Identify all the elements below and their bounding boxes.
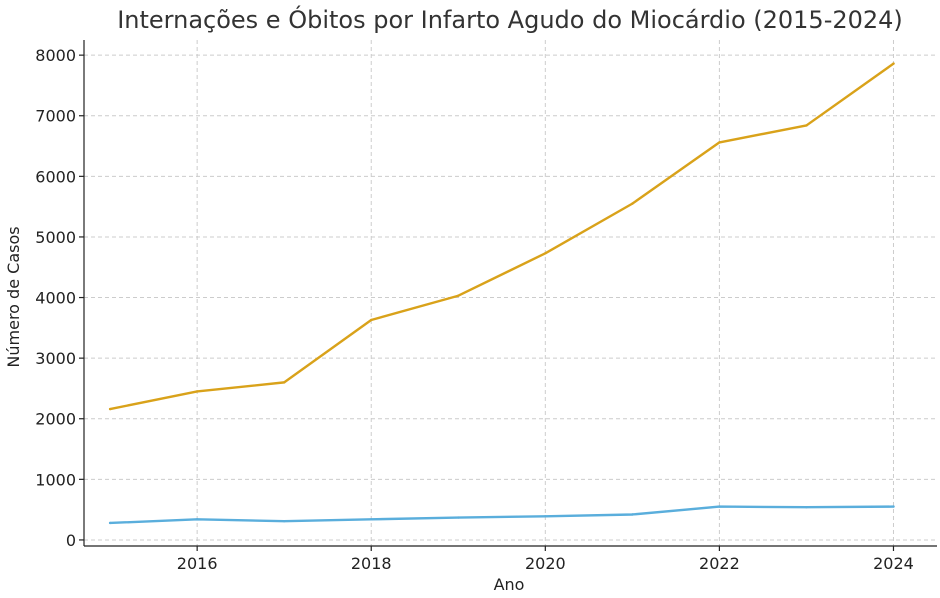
data-point: [370, 318, 373, 322]
x-axis-label: Ano: [494, 575, 525, 594]
data-point: [544, 515, 547, 518]
y-tick-label: 3000: [35, 349, 76, 368]
chart-title: Internações e Óbitos por Infarto Agudo d…: [117, 4, 903, 34]
data-point: [718, 141, 721, 144]
data-point: [282, 519, 286, 523]
y-axis-label: Número de Casos: [4, 226, 23, 367]
series-lines: [108, 62, 895, 525]
data-point: [631, 202, 634, 205]
axes: 2016 2018 2020 2022 2024 0 1000 2000 3000 4000 500…: [35, 40, 937, 573]
data-point: [805, 124, 808, 127]
y-tick-label: 0: [66, 531, 76, 550]
x-tick-label: 2016: [177, 554, 218, 573]
y-tick-label: 5000: [35, 228, 76, 247]
series-line-obitos: [108, 505, 895, 525]
data-point: [892, 62, 895, 65]
data-point: [195, 518, 199, 521]
data-point: [631, 513, 634, 516]
data-point: [457, 516, 460, 519]
x-tick-label: 2018: [351, 554, 392, 573]
data-point: [195, 390, 199, 393]
y-tick-label: 7000: [35, 107, 76, 126]
x-tick-label: 2024: [873, 554, 914, 573]
data-point: [282, 381, 286, 384]
x-tick-label: 2020: [525, 554, 566, 573]
y-tick-label: 6000: [35, 167, 76, 186]
data-point: [370, 518, 373, 521]
data-point: [108, 407, 112, 411]
x-tick-label: 2022: [699, 554, 740, 573]
y-tick-label: 8000: [35, 46, 76, 65]
data-point: [457, 294, 460, 297]
data-point: [718, 505, 721, 508]
data-point: [108, 521, 112, 525]
y-tick-label: 1000: [35, 470, 76, 489]
grid: [84, 40, 937, 546]
data-point: [805, 506, 808, 509]
data-point: [892, 505, 895, 508]
data-point: [544, 252, 547, 255]
y-tick-label: 4000: [35, 289, 76, 308]
series-line-internacoes: [108, 62, 895, 411]
y-tick-label: 2000: [35, 410, 76, 429]
